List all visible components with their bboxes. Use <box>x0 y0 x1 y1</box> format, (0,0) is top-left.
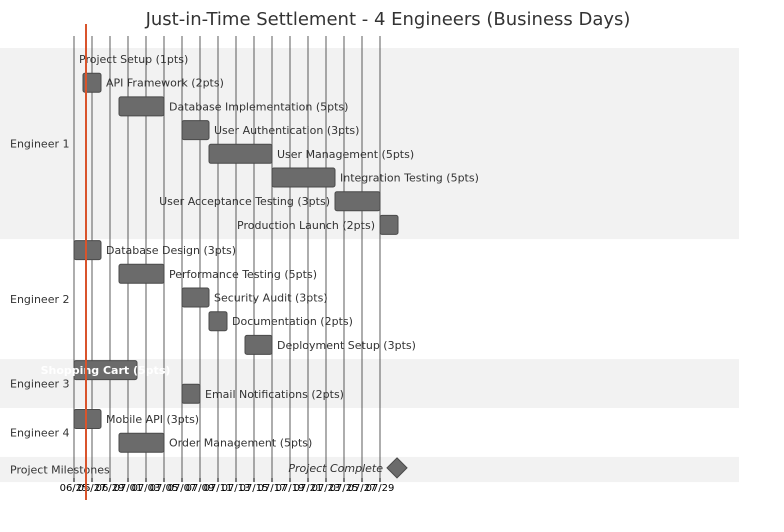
section-label: Engineer 2 <box>10 293 70 306</box>
tick-label: 07/27 <box>348 483 377 494</box>
milestone-marker <box>386 457 408 479</box>
section-label: Project Milestones <box>10 464 110 477</box>
task-bar <box>244 334 273 355</box>
task-label: Mobile API (3pts) <box>106 413 199 426</box>
tick-label: 07/25 <box>330 483 359 494</box>
task-bar <box>379 214 399 235</box>
tick-label: 07/05 <box>150 483 179 494</box>
task-bar <box>181 287 210 308</box>
tick-label: 07/17 <box>258 483 287 494</box>
tick-label: 07/21 <box>294 483 323 494</box>
task-label: Documentation (2pts) <box>232 315 353 328</box>
tick-label: 07/09 <box>186 483 215 494</box>
task-label: Order Management (5pts) <box>169 437 312 450</box>
task-label: Shopping Cart (5pts) <box>41 364 171 377</box>
task-bar <box>208 311 228 332</box>
task-bar <box>73 409 102 429</box>
task-bar <box>334 191 381 212</box>
tick-label: 07/19 <box>276 483 305 494</box>
section-band <box>0 456 739 483</box>
task-label: Email Notifications (2pts) <box>205 388 344 401</box>
task-label: API Framework (2pts) <box>106 77 224 90</box>
chart-title: Just-in-Time Settlement - 4 Engineers (B… <box>145 9 631 30</box>
section-label: Engineer 1 <box>10 138 70 151</box>
tick-label: 07/11 <box>204 483 233 494</box>
tick-label: 07/23 <box>312 483 341 494</box>
task-bar <box>118 432 165 453</box>
task-bar <box>73 240 102 261</box>
task-bar <box>73 360 138 381</box>
task-labels: Project Setup (1pts) API Framework (2pts)… <box>41 53 479 475</box>
grid-lines <box>73 36 381 478</box>
task-label: Performance Testing (5pts) <box>169 268 317 281</box>
task-bar <box>82 72 102 93</box>
section-label: Engineer 4 <box>10 426 70 439</box>
task-label: User Acceptance Testing (3pts) <box>159 195 330 208</box>
tick-label: 07/13 <box>222 483 251 494</box>
task-label: Production Launch (2pts) <box>237 219 375 232</box>
task-bar <box>181 383 201 404</box>
x-axis-ticks: 06/2506/2706/2907/0107/0307/0507/0707/09… <box>60 478 395 494</box>
milestone-label: Project Complete <box>288 462 383 475</box>
tick-label: 07/03 <box>132 483 161 494</box>
task-label: Security Audit (3pts) <box>214 292 328 305</box>
tick-label: 06/25 <box>60 483 89 494</box>
task-label: Deployment Setup (3pts) <box>277 339 416 352</box>
task-bar <box>118 96 165 117</box>
tick-label: 07/15 <box>240 483 269 494</box>
tick-label: 07/07 <box>168 483 197 494</box>
task-label: Project Setup (1pts) <box>79 53 188 66</box>
tick-label: 06/29 <box>96 483 125 494</box>
task-label: User Authentication (3pts) <box>214 124 359 137</box>
task-bar <box>118 263 165 284</box>
task-label: User Management (5pts) <box>277 148 414 161</box>
tick-label: 07/01 <box>114 483 143 494</box>
task-bars <box>73 72 408 479</box>
section-label: Engineer 3 <box>10 378 70 391</box>
task-bar <box>271 167 336 188</box>
tick-label: 07/29 <box>366 483 395 494</box>
task-label: Integration Testing (5pts) <box>340 172 479 185</box>
task-label: Database Design (3pts) <box>106 244 236 257</box>
task-bar <box>181 120 210 141</box>
tick-label: 06/27 <box>78 483 107 494</box>
task-bar <box>208 143 273 164</box>
task-label: Database Implementation (5pts) <box>169 100 348 113</box>
